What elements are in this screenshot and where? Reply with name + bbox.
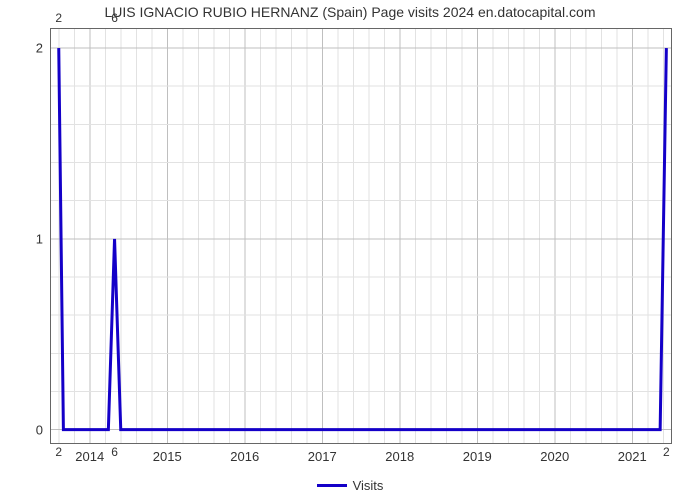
x-tick-label: 2018 bbox=[385, 443, 414, 464]
chart-container: LUIS IGNACIO RUBIO HERNANZ (Spain) Page … bbox=[0, 0, 700, 500]
y-tick-label: 2 bbox=[36, 41, 51, 56]
x-tick-label: 2016 bbox=[230, 443, 259, 464]
x-tick-label: 2020 bbox=[540, 443, 569, 464]
x-tick-label: 2019 bbox=[463, 443, 492, 464]
x-tick-label: 2015 bbox=[153, 443, 182, 464]
legend-swatch bbox=[317, 484, 347, 487]
value-label: 2 bbox=[663, 445, 670, 459]
chart-title: LUIS IGNACIO RUBIO HERNANZ (Spain) Page … bbox=[0, 4, 700, 20]
legend: Visits bbox=[0, 478, 700, 493]
chart-svg bbox=[51, 29, 671, 443]
x-tick-label: 2014 bbox=[75, 443, 104, 464]
value-label: 2 bbox=[55, 11, 62, 25]
value-label: 2 bbox=[55, 445, 62, 459]
value-label: 6 bbox=[111, 445, 118, 459]
value-label: 6 bbox=[111, 11, 118, 25]
plot-area: 0122014201520162017201820192020202126262 bbox=[50, 28, 672, 444]
y-tick-label: 0 bbox=[36, 422, 51, 437]
x-tick-label: 2017 bbox=[308, 443, 337, 464]
x-tick-label: 2021 bbox=[618, 443, 647, 464]
y-tick-label: 1 bbox=[36, 231, 51, 246]
legend-label: Visits bbox=[353, 478, 384, 493]
